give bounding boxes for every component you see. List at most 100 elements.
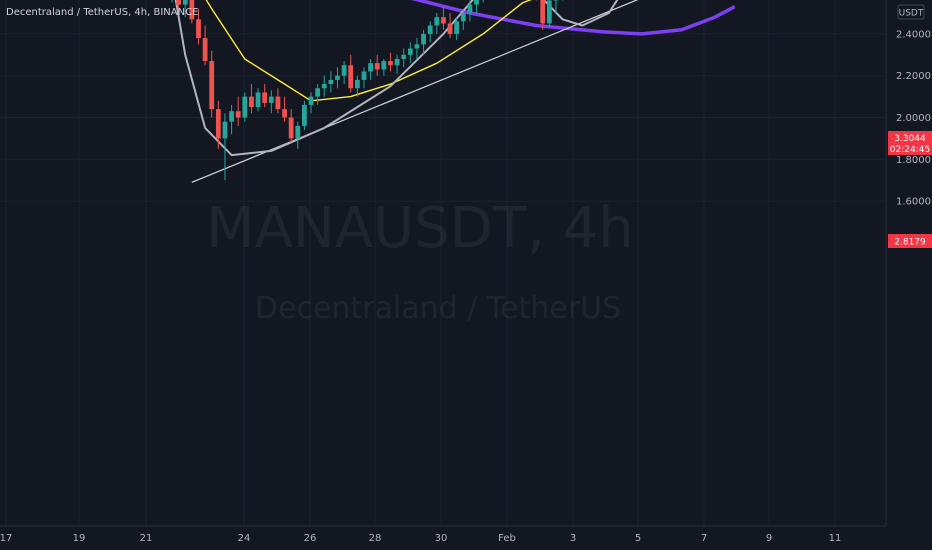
y-tick-label: 2.2000 bbox=[896, 71, 931, 82]
candle bbox=[553, 0, 559, 13]
slow-moving-average bbox=[411, 0, 736, 36]
candle-body bbox=[441, 17, 446, 24]
price-tag: 3.3044 02:24:45 bbox=[888, 131, 932, 155]
x-tick-label: 11 bbox=[829, 533, 842, 544]
x-tick-label: 19 bbox=[73, 533, 86, 544]
candle-body bbox=[196, 19, 201, 39]
x-tick-label: Feb bbox=[498, 533, 516, 544]
candle bbox=[315, 84, 321, 105]
candle-body bbox=[546, 0, 552, 24]
candle bbox=[441, 6, 446, 30]
candle-body bbox=[282, 109, 287, 118]
candle-body bbox=[460, 13, 466, 22]
candle bbox=[242, 92, 248, 122]
candle bbox=[434, 13, 440, 34]
candle-body bbox=[215, 109, 221, 139]
candle bbox=[460, 8, 466, 30]
candle-body bbox=[242, 96, 248, 118]
candle bbox=[421, 29, 426, 55]
candle bbox=[189, 0, 195, 24]
candle bbox=[348, 54, 354, 93]
x-tick-label: 9 bbox=[766, 533, 772, 544]
candle bbox=[381, 58, 387, 76]
candle bbox=[308, 92, 314, 114]
candle bbox=[255, 88, 261, 112]
candle-body bbox=[374, 63, 380, 70]
candle bbox=[374, 54, 380, 76]
candle bbox=[196, 8, 201, 45]
candle-body bbox=[427, 25, 433, 34]
candle-body bbox=[268, 96, 274, 103]
candle bbox=[335, 67, 340, 89]
candle bbox=[368, 58, 373, 80]
candle-body bbox=[182, 0, 188, 5]
y-tick-label: 1.6000 bbox=[896, 197, 931, 208]
currency-button[interactable]: USDT bbox=[897, 4, 925, 20]
candle bbox=[341, 61, 347, 85]
cup-pattern-curve[interactable] bbox=[516, 0, 642, 27]
candle-body bbox=[540, 0, 546, 24]
candle bbox=[262, 84, 268, 108]
candle bbox=[295, 121, 301, 149]
candle-body bbox=[275, 96, 281, 110]
candle-body bbox=[295, 125, 301, 139]
y-tick-label: 2.4000 bbox=[896, 29, 931, 40]
candle bbox=[546, 0, 552, 28]
candle-body bbox=[229, 111, 234, 122]
candle-body bbox=[361, 71, 367, 80]
candle-body bbox=[288, 117, 294, 139]
fast-moving-average bbox=[205, 0, 532, 102]
candle bbox=[229, 104, 234, 135]
candle bbox=[540, 0, 546, 30]
level-tag: 2.8179 bbox=[888, 234, 932, 248]
currency-label: USDT bbox=[899, 9, 924, 19]
x-tick-label: 30 bbox=[435, 533, 448, 544]
candle bbox=[222, 113, 228, 181]
candle-body bbox=[222, 121, 228, 139]
candle-body bbox=[302, 104, 307, 126]
candle bbox=[447, 13, 453, 39]
chart-title: Decentraland / TetherUS, 4h, BINANCE bbox=[6, 7, 198, 18]
candle bbox=[288, 109, 294, 143]
candle-body bbox=[315, 88, 321, 97]
time-axis[interactable]: 17 19 21 24 26 28 30 Feb 3 5 7 9 11 bbox=[0, 533, 841, 544]
candle-body bbox=[341, 65, 347, 76]
candle-body bbox=[189, 0, 195, 20]
candle-body bbox=[447, 23, 453, 34]
candle-body bbox=[394, 58, 400, 66]
price-axis[interactable]: 1.60001.80002.00002.20002.40002.60002.80… bbox=[896, 0, 931, 208]
candle-body bbox=[368, 63, 373, 72]
y-tick-label: 1.8000 bbox=[896, 155, 931, 166]
candle bbox=[176, 0, 182, 9]
candle-body bbox=[407, 48, 413, 55]
candle-body bbox=[249, 96, 254, 108]
candle-body bbox=[209, 61, 215, 110]
x-tick-label: 3 bbox=[570, 533, 576, 544]
x-tick-label: 7 bbox=[701, 533, 707, 544]
candle-body bbox=[321, 84, 327, 89]
candle bbox=[282, 96, 287, 122]
candle-body bbox=[176, 0, 182, 5]
candle-body bbox=[328, 79, 334, 85]
candle bbox=[275, 88, 281, 114]
candle bbox=[268, 90, 274, 114]
candle-body bbox=[262, 92, 268, 103]
candle-body bbox=[467, 4, 473, 14]
candle-body bbox=[388, 61, 393, 66]
candle bbox=[394, 54, 400, 74]
watermark-name: Decentraland / TetherUS bbox=[255, 291, 621, 326]
candle-body bbox=[308, 96, 314, 105]
moving-averages bbox=[205, 0, 736, 102]
candle bbox=[209, 50, 215, 118]
candle bbox=[249, 84, 254, 114]
candle bbox=[202, 25, 208, 66]
x-tick-label: 17 bbox=[0, 533, 12, 544]
x-tick-label: 21 bbox=[140, 533, 153, 544]
candle-body bbox=[202, 38, 208, 62]
candle bbox=[215, 100, 221, 149]
candle-body bbox=[348, 65, 354, 89]
candle-body bbox=[401, 54, 407, 59]
x-tick-label: 24 bbox=[238, 533, 251, 544]
